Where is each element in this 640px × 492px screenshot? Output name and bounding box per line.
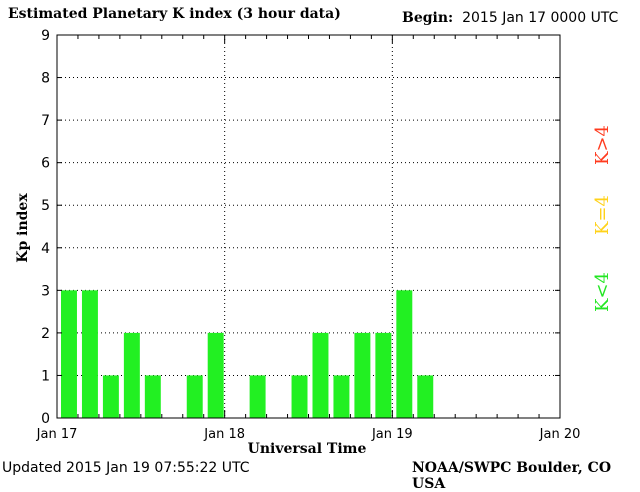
chart-title: Estimated Planetary K index (3 hour data… (8, 6, 341, 22)
kp-bar (396, 290, 413, 418)
y-tick-label: 6 (41, 156, 50, 172)
kp-bar (186, 375, 203, 418)
y-tick-label: 1 (41, 368, 50, 384)
y-tick-label: 4 (41, 241, 50, 257)
kp-bar (207, 332, 224, 418)
x-axis-label: Universal Time (248, 441, 367, 457)
y-axis-label: Kp index (15, 193, 31, 263)
y-tick-label: 7 (41, 113, 50, 129)
kp-bar (123, 332, 140, 418)
kp-bar (333, 375, 350, 418)
kp-bar (291, 375, 308, 418)
kp-bar (249, 375, 266, 418)
y-tick-label: 8 (41, 71, 50, 87)
legend-item: K<4 (592, 272, 613, 312)
begin-label: Begin: (402, 10, 454, 26)
kp-bar (144, 375, 161, 418)
kp-bar (61, 290, 77, 418)
kp-bar (417, 375, 434, 418)
kp-bar (354, 332, 371, 418)
y-tick-label: 2 (41, 326, 50, 342)
y-tick-label: 0 (41, 411, 50, 427)
y-tick-label: 9 (41, 28, 50, 44)
source-credit: NOAA/SWPC Boulder, CO USA (412, 460, 612, 492)
kp-bar (375, 332, 392, 418)
legend-item: K=4 (592, 195, 613, 235)
updated-timestamp: Updated 2015 Jan 19 07:55:22 UTC (2, 460, 250, 476)
x-tick-label: Jan 20 (539, 427, 581, 442)
begin-value: 2015 Jan 17 0000 UTC (462, 10, 619, 26)
kp-bar (102, 375, 119, 418)
kp-bar (81, 290, 98, 418)
legend-item: K>4 (592, 125, 613, 165)
x-tick-label: Jan 18 (203, 427, 245, 442)
begin-timestamp: Begin: 2015 Jan 17 0000 UTC (402, 10, 618, 26)
y-tick-label: 3 (41, 283, 50, 299)
x-tick-label: Jan 19 (371, 427, 413, 442)
kp-bar (312, 332, 329, 418)
x-tick-label: Jan 17 (36, 427, 78, 442)
kp-chart: 0 1 2 3 4 5 6 7 8 9 Jan 17 Jan 18 Jan 19 Jan 20 K>4 K=… (15, 28, 613, 457)
y-tick-label: 5 (41, 198, 50, 214)
